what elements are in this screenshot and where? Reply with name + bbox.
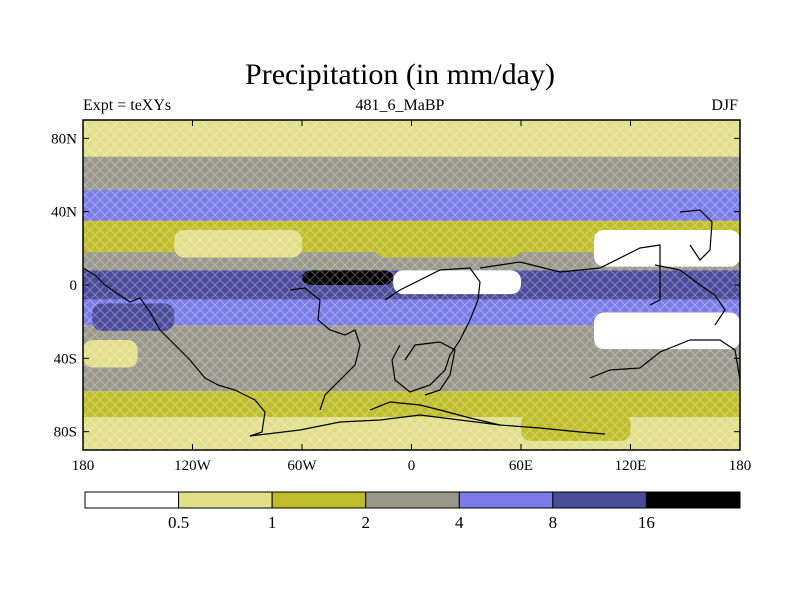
y-tick-label-3: 40S (54, 351, 77, 367)
colorbar-label-0: 0.5 (168, 513, 189, 532)
y-tick-label-1: 40N (51, 205, 77, 221)
x-tick-label-4: 60E (509, 458, 533, 474)
x-tick-label-1: 120W (174, 458, 212, 474)
y-axis: 80N 40N 0 40S 80S (51, 131, 740, 441)
x-axis: 180 120W 60W 0 60E 120E 180 (72, 120, 752, 474)
coastline-south-america (289, 287, 361, 411)
colorbar: 0.5 1 2 4 8 16 (84, 491, 741, 532)
coastlines (83, 209, 740, 437)
coastline-antarctica-inner (369, 401, 501, 426)
coastline-east-asia (679, 209, 713, 261)
coastline-antarctica (249, 414, 606, 437)
colorbar-box-5 (552, 491, 647, 509)
colorbar-box-0 (84, 491, 180, 509)
y-tick-label-0: 80N (51, 131, 77, 147)
experiment-label: Expt = teXYs (83, 97, 172, 114)
coastline-africa (384, 267, 481, 393)
coastline-australia (589, 339, 740, 381)
y-tick-label-2: 0 (70, 278, 78, 294)
colorbar-box-3 (365, 491, 460, 509)
coastline-oceania (654, 264, 726, 326)
significance-hatching (83, 120, 740, 450)
chart-title: Precipitation (in mm/day) (245, 58, 555, 91)
x-tick-label-0: 180 (72, 458, 95, 474)
plot-area (83, 120, 740, 450)
colorbar-label-4: 8 (549, 513, 558, 532)
coastline-americas (83, 267, 266, 437)
colorbar-box-4 (458, 491, 554, 509)
x-tick-label-2: 60W (287, 458, 317, 474)
age-label: 481_6_MaBP (355, 97, 445, 114)
colorbar-label-5: 16 (638, 513, 655, 532)
colorbar-label-2: 2 (361, 513, 370, 532)
season-label: DJF (711, 97, 738, 114)
coastline-asia (479, 244, 661, 306)
colorbar-box-1 (178, 491, 273, 509)
coastline-africa-south (404, 341, 456, 396)
y-tick-label-4: 80S (54, 425, 77, 441)
colorbar-box-2 (271, 491, 367, 509)
x-tick-label-6: 180 (729, 458, 752, 474)
colorbar-box-6 (645, 491, 741, 509)
x-tick-label-5: 120E (615, 458, 647, 474)
colorbar-label-1: 1 (268, 513, 277, 532)
x-tick-label-3: 0 (408, 458, 416, 474)
colorbar-label-3: 4 (455, 513, 464, 532)
